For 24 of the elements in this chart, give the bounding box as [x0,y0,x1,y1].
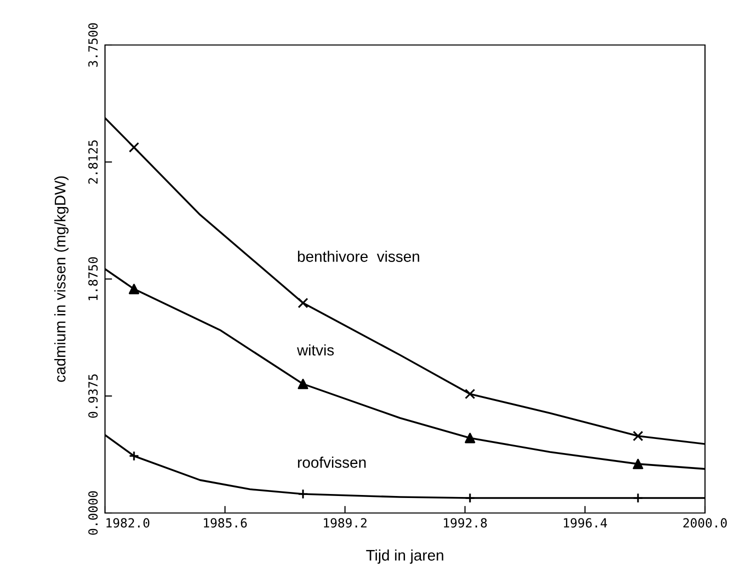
x-axis-title: Tijd in jaren [366,549,444,564]
y-tick-label: 0.0000 [88,491,98,535]
point [298,378,308,390]
y-tick-label: 2.8125 [88,140,98,184]
annotation: witvis [296,344,334,356]
annotation: benthivore vissen [298,250,420,262]
x-tick-label: 1982.0 [106,518,150,528]
y-axis-title: cadmium in vissen (mg/kgDW) [54,176,69,382]
point [128,142,140,153]
y-tick-label: 0.9375 [88,374,98,418]
y-tick-label: 3.7500 [88,23,98,67]
y-tick-label: 1.8750 [88,257,98,300]
x-tick-label: 2000.0 [683,518,727,528]
point [632,458,644,470]
x-tick-label: 1992.8 [444,518,487,528]
x-tick-label: 1989.2 [324,518,367,528]
point [464,388,476,400]
point [298,298,308,308]
x-tick-label: 1996.4 [564,518,607,528]
point [632,430,644,442]
point [128,284,140,294]
point [464,432,476,444]
annotation: roofvissen [298,456,366,468]
x-tick-label: 1985.6 [204,518,247,528]
